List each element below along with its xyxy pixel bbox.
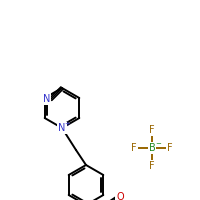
Text: F: F (149, 161, 155, 171)
Text: O: O (116, 192, 124, 200)
Text: N: N (58, 123, 66, 133)
Text: N: N (43, 94, 50, 104)
Text: +: + (64, 121, 70, 127)
Text: F: F (131, 143, 137, 153)
Text: F: F (149, 125, 155, 135)
Text: F: F (167, 143, 173, 153)
Text: B: B (149, 143, 155, 153)
Text: −: − (155, 141, 161, 147)
